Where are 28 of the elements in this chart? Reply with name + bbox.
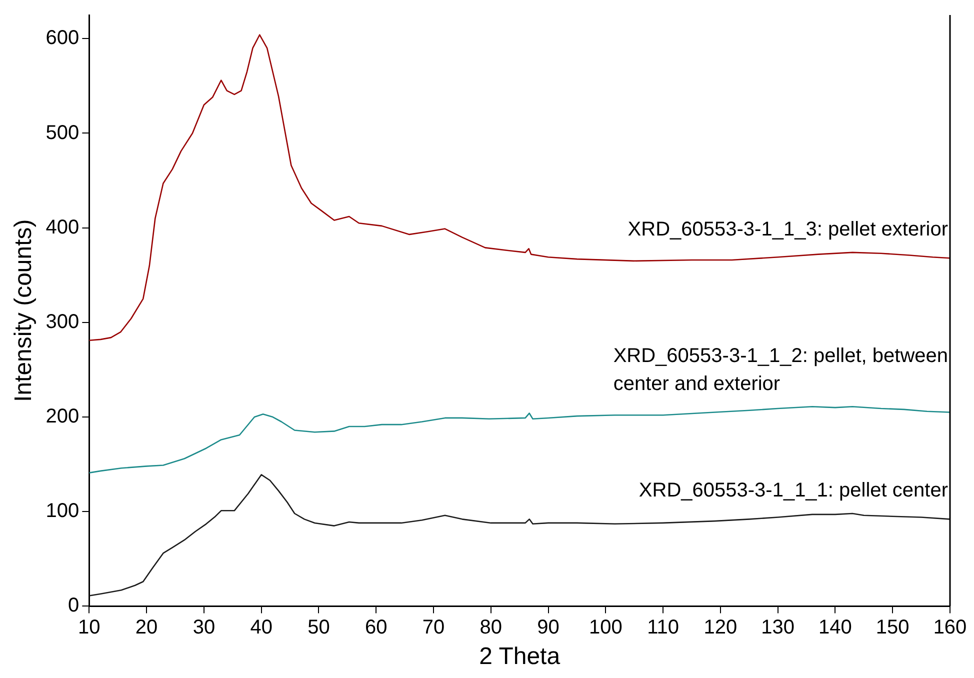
x-tick-label: 70	[422, 616, 445, 639]
series-label: XRD_60553-3-1_1_3: pellet exterior	[628, 218, 948, 241]
y-tick-label: 400	[46, 216, 80, 238]
x-tick-label: 120	[704, 616, 738, 639]
y-tick-label: 500	[46, 122, 80, 144]
series-label: XRD_60553-3-1_1_2: pellet, between center and exterior	[613, 344, 948, 395]
x-tick-label: 40	[250, 616, 272, 639]
y-tick-label: 600	[46, 27, 80, 50]
y-axis-title: Intensity (counts)	[10, 219, 38, 402]
x-tick-label: 150	[876, 616, 910, 639]
x-tick-label: 80	[480, 616, 502, 639]
x-tick-label: 90	[537, 616, 560, 639]
x-tick-label: 50	[308, 616, 330, 639]
x-tick-label: 10	[78, 616, 100, 639]
x-tick-label: 110	[647, 616, 679, 639]
x-tick-label: 20	[135, 616, 158, 639]
series-label: XRD_60553-3-1_1_1: pellet center	[638, 480, 948, 502]
x-tick-label: 130	[761, 616, 795, 639]
y-tick-label: 100	[46, 500, 80, 522]
x-tick-label: 60	[364, 616, 388, 639]
x-tick-label: 100	[588, 616, 622, 639]
y-tick-label: 200	[46, 406, 80, 428]
y-tick-label: 0	[68, 594, 80, 617]
x-tick-label: 30	[192, 616, 216, 639]
x-axis-title: 2 Theta	[479, 643, 561, 670]
y-tick-label: 300	[46, 310, 80, 333]
x-tick-label: 140	[818, 616, 852, 639]
x-tick-label: 160	[933, 616, 967, 639]
